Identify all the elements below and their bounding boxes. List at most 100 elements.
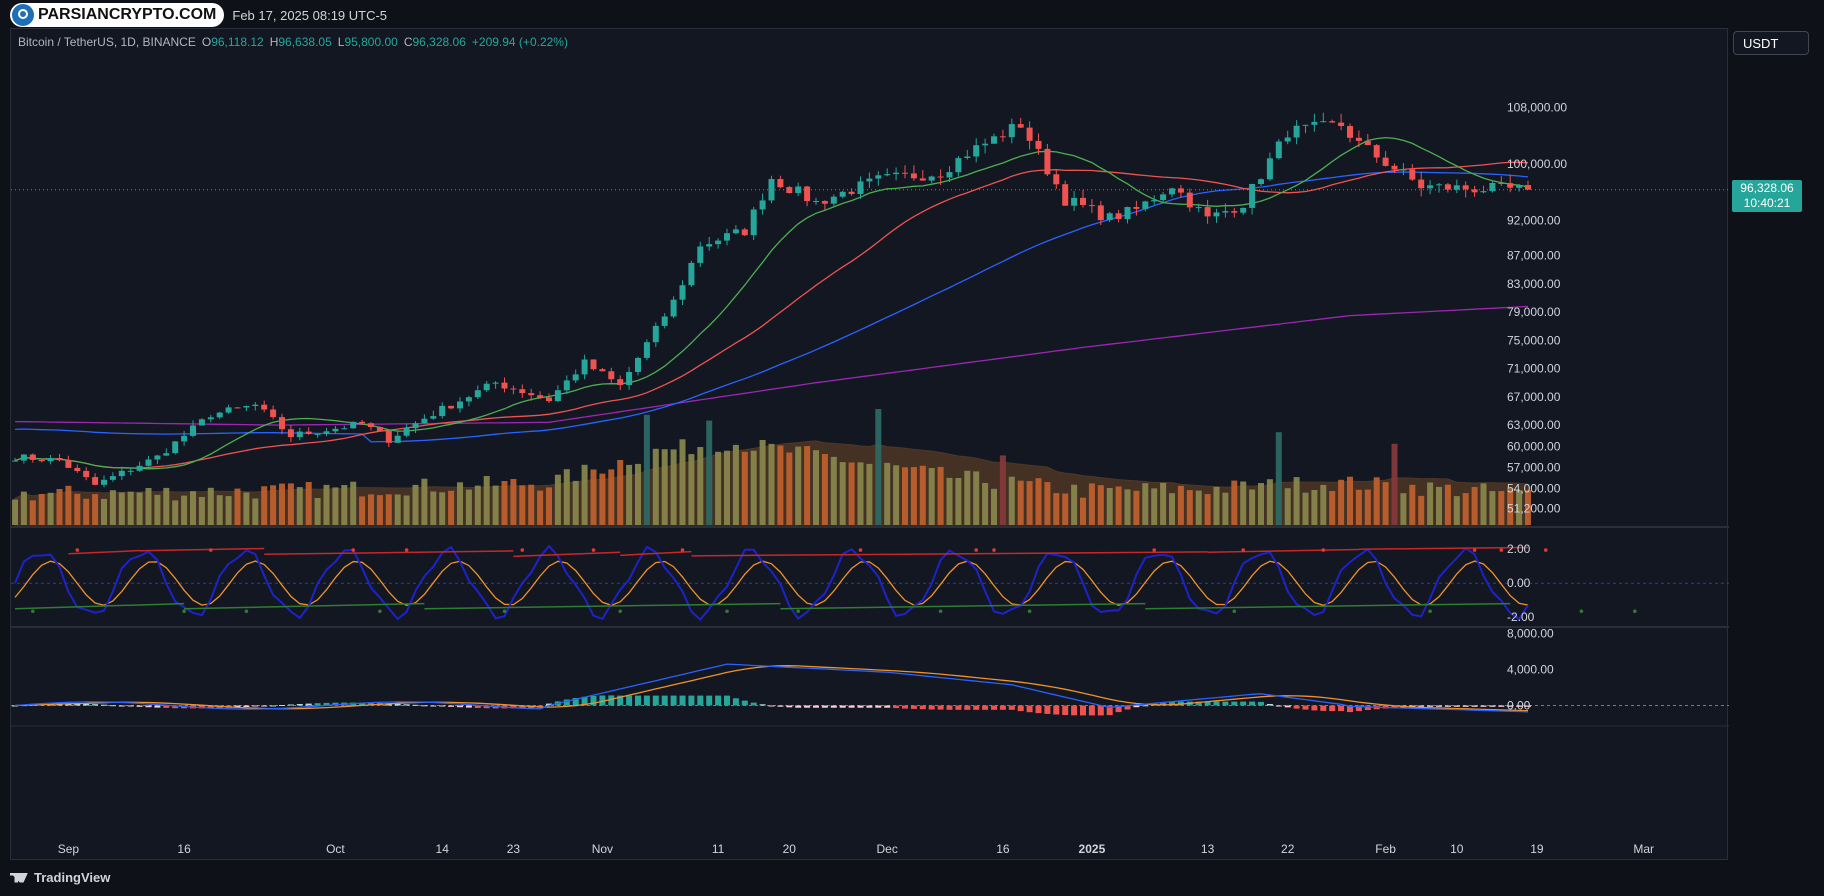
volume-bar	[1302, 492, 1309, 525]
volume-bar	[1249, 489, 1256, 525]
volume-bar	[910, 467, 917, 525]
volume-bar	[243, 492, 250, 525]
macd-histogram-bar	[296, 704, 303, 706]
candle-body	[92, 477, 99, 485]
macd-histogram-bar	[1008, 705, 1015, 710]
macd-histogram-bar	[74, 703, 81, 706]
time-axis-label: 10	[1450, 842, 1464, 856]
macd-histogram-bar	[884, 705, 891, 708]
volume-bar	[314, 498, 321, 525]
open-value: O96,118.12	[201, 35, 264, 49]
macd-histogram-bar	[261, 705, 268, 707]
macd-histogram-bar	[1142, 705, 1149, 707]
candle-body	[350, 421, 357, 429]
volume-bar	[181, 495, 188, 525]
macd-histogram-bar	[101, 704, 107, 706]
tradingview-brand[interactable]: TradingView	[10, 870, 110, 885]
volume-bar	[216, 495, 223, 525]
bullish-divergence-line	[780, 602, 1146, 610]
candle-body	[376, 427, 383, 431]
volume-bar	[884, 462, 891, 525]
macd-histogram-bar	[109, 705, 116, 707]
candle-body	[581, 359, 588, 375]
time-axis-label: Sep	[58, 842, 80, 856]
last-price-tag: 96,328.06 10:40:21	[1732, 179, 1802, 212]
price-axis-label: 60,000.00	[1507, 439, 1561, 453]
candle-body	[190, 425, 196, 436]
volume-bar	[1480, 483, 1487, 525]
volume-bar	[973, 471, 980, 525]
volume-bar	[394, 494, 401, 525]
volume-bar	[1338, 479, 1345, 525]
time-axis-label: Oct	[326, 842, 345, 856]
macd-histogram-bar	[12, 705, 18, 707]
volume-bar	[127, 491, 134, 525]
macd-histogram-bar	[750, 702, 757, 706]
candle-body	[492, 382, 499, 384]
volume-bar	[537, 490, 544, 525]
macd-histogram-bar	[768, 705, 775, 707]
volume-bar	[483, 476, 490, 525]
volume-bar	[813, 450, 819, 525]
sell-signal-dot	[209, 548, 213, 552]
candle-body	[421, 418, 428, 424]
volume-bar	[1053, 493, 1060, 525]
candle-body	[1418, 179, 1425, 189]
macd-histogram-bar	[732, 698, 739, 706]
macd-histogram-bar	[866, 705, 873, 708]
candle-body	[919, 178, 926, 181]
macd-histogram-bar	[635, 695, 641, 706]
candle-body	[1471, 189, 1478, 193]
sell-signal-dot	[1544, 548, 1548, 552]
candle-body	[537, 395, 544, 398]
plot-area[interactable]: 108,000.00 100,000.00 92,000.00 87,000.00 83…	[10, 28, 1729, 861]
candle-body	[83, 470, 90, 478]
macd-histogram-bar	[252, 705, 259, 707]
candle-body	[1364, 140, 1371, 146]
macd-histogram-bar	[1418, 705, 1425, 707]
candle-body	[830, 196, 837, 204]
candle-body	[546, 397, 552, 402]
low-value: L95,800.00	[337, 35, 398, 49]
volume-bar	[991, 488, 997, 525]
volume-bar	[688, 454, 695, 525]
macd-histogram-bar	[457, 705, 463, 708]
volume-bar	[101, 498, 107, 525]
volume-bar	[697, 447, 704, 525]
macd-histogram-bar	[332, 702, 339, 706]
macd-histogram-bar	[1329, 705, 1336, 712]
currency-button[interactable]: USDT	[1733, 31, 1809, 55]
buy-signal-dot	[1428, 609, 1432, 614]
candle-body	[804, 186, 811, 202]
candle-body	[1525, 185, 1531, 190]
volume-bar	[172, 500, 179, 525]
tradingview-icon	[10, 872, 28, 883]
macd-axis-label: 4,000.00	[1507, 663, 1554, 677]
price-axis-label: 67,000.00	[1507, 390, 1561, 404]
symbol-label[interactable]: Bitcoin / TetherUS, 1D, BINANCE	[18, 35, 196, 49]
candle-body	[225, 407, 232, 413]
macd-histogram-bar	[777, 705, 784, 707]
macd-histogram-bar	[1213, 701, 1220, 706]
candle-body	[1436, 184, 1442, 186]
volume-bar	[928, 468, 935, 525]
volume-bar	[1142, 483, 1149, 525]
bearish-divergence-line	[691, 551, 1208, 557]
volume-bar	[750, 450, 757, 525]
macd-histogram-bar	[1391, 705, 1398, 708]
time-axis-label: 11	[712, 842, 725, 856]
volume-bar	[724, 450, 730, 525]
macd-histogram-bar	[1169, 702, 1175, 706]
candle-body	[1186, 192, 1193, 208]
candle-body	[385, 431, 392, 443]
candle-body	[732, 229, 739, 234]
volume-bar	[448, 490, 455, 525]
ohlc-legend: Bitcoin / TetherUS, 1D, BINANCE O96,118.…	[18, 35, 568, 49]
candle-body	[1266, 158, 1273, 180]
chart-svg[interactable]: 108,000.00100,000.0092,000.0087,000.0083…	[11, 29, 1729, 861]
candle-body	[1302, 124, 1309, 126]
candle-body	[519, 389, 526, 394]
macd-histogram-bar	[821, 705, 828, 708]
macd-histogram-bar	[1249, 701, 1256, 706]
macd-histogram-bar	[830, 705, 837, 708]
